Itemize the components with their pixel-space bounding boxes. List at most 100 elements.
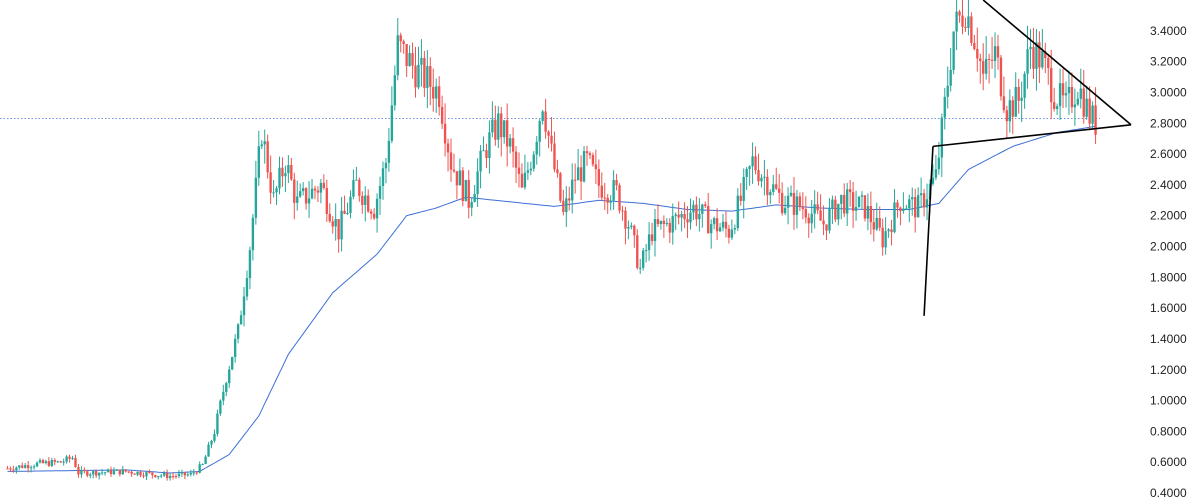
candle-body	[893, 202, 896, 233]
candle-body	[372, 213, 376, 219]
candle	[464, 179, 467, 202]
candle	[778, 173, 781, 204]
candle	[304, 187, 308, 210]
candle-body	[559, 173, 562, 201]
candle-body	[1073, 104, 1077, 108]
candle-body	[65, 456, 68, 462]
candle-body	[245, 278, 249, 297]
candle	[325, 179, 328, 222]
candle-body	[588, 153, 592, 156]
candle-body	[92, 470, 95, 475]
candle	[615, 173, 618, 191]
candle	[990, 36, 994, 69]
candle	[148, 469, 151, 474]
candle	[517, 152, 521, 188]
candle	[77, 464, 80, 478]
candle	[565, 186, 568, 228]
candle-body	[582, 151, 586, 182]
candle	[1038, 31, 1041, 84]
candle-body	[307, 198, 311, 204]
candle	[1079, 68, 1082, 109]
candle	[523, 154, 527, 190]
candle-body	[476, 171, 479, 194]
candle	[683, 202, 686, 229]
candle	[999, 54, 1003, 101]
candle-body	[278, 167, 281, 189]
candle-body	[914, 197, 917, 218]
candle-body	[239, 315, 243, 325]
candle	[766, 169, 769, 206]
candle-body	[38, 460, 42, 463]
candle-body	[872, 222, 875, 230]
candle	[9, 466, 12, 472]
candle	[514, 146, 518, 183]
candle	[742, 168, 745, 219]
candle	[446, 138, 450, 172]
candle	[961, 0, 964, 35]
candle-body	[987, 58, 991, 60]
candle-body	[887, 229, 890, 232]
candle-body	[287, 165, 290, 174]
candle	[851, 181, 855, 228]
candle-body	[340, 210, 343, 240]
y-tick-label: 2.0000	[1150, 240, 1187, 254]
candle	[1052, 87, 1056, 112]
candle-body	[707, 205, 710, 234]
candle	[287, 155, 290, 184]
candle-body	[532, 154, 535, 169]
candle	[1002, 76, 1006, 114]
trendline[interactable]	[923, 146, 934, 316]
y-tick-label: 3.2000	[1150, 55, 1187, 69]
candle-body	[331, 221, 334, 227]
candle-body	[381, 168, 385, 187]
candle	[488, 120, 491, 174]
candle	[133, 473, 136, 475]
candle-body	[529, 168, 533, 171]
candle	[798, 192, 802, 212]
candle	[38, 458, 42, 464]
candle	[677, 201, 680, 225]
candle	[145, 470, 148, 481]
candle-body	[807, 217, 810, 224]
candle-body	[263, 141, 266, 145]
candle-body	[724, 221, 728, 229]
candle	[931, 164, 935, 186]
candle-body	[1041, 51, 1044, 68]
candle-body	[429, 66, 432, 87]
candle	[1035, 28, 1038, 91]
candle	[535, 136, 538, 165]
candle-body	[763, 176, 766, 178]
candle	[544, 98, 547, 139]
candle	[405, 44, 408, 78]
candle	[1088, 86, 1091, 131]
trendline[interactable]	[932, 123, 1132, 148]
candle	[12, 465, 15, 473]
candle	[239, 310, 243, 325]
candle	[745, 166, 748, 190]
candle	[328, 203, 331, 223]
candle-body	[233, 338, 237, 357]
candle-body	[29, 467, 33, 469]
candle-body	[967, 16, 970, 28]
candle	[751, 142, 754, 184]
candle-body	[216, 413, 219, 434]
candle	[204, 455, 207, 465]
candle-body	[902, 208, 905, 212]
candle-body	[1020, 97, 1023, 101]
candle	[949, 48, 952, 92]
candle	[458, 158, 462, 186]
candle-body	[680, 213, 683, 218]
candle-body	[863, 195, 867, 219]
candle	[789, 185, 793, 197]
candle-body	[792, 192, 796, 215]
candle	[606, 194, 609, 214]
candle-body	[742, 176, 745, 201]
candle-body	[597, 169, 601, 186]
candle	[810, 199, 813, 233]
candle-body	[163, 472, 166, 476]
candle	[653, 208, 657, 257]
candle-body	[851, 192, 855, 211]
candle	[71, 455, 74, 461]
trendline[interactable]	[982, 0, 1132, 126]
